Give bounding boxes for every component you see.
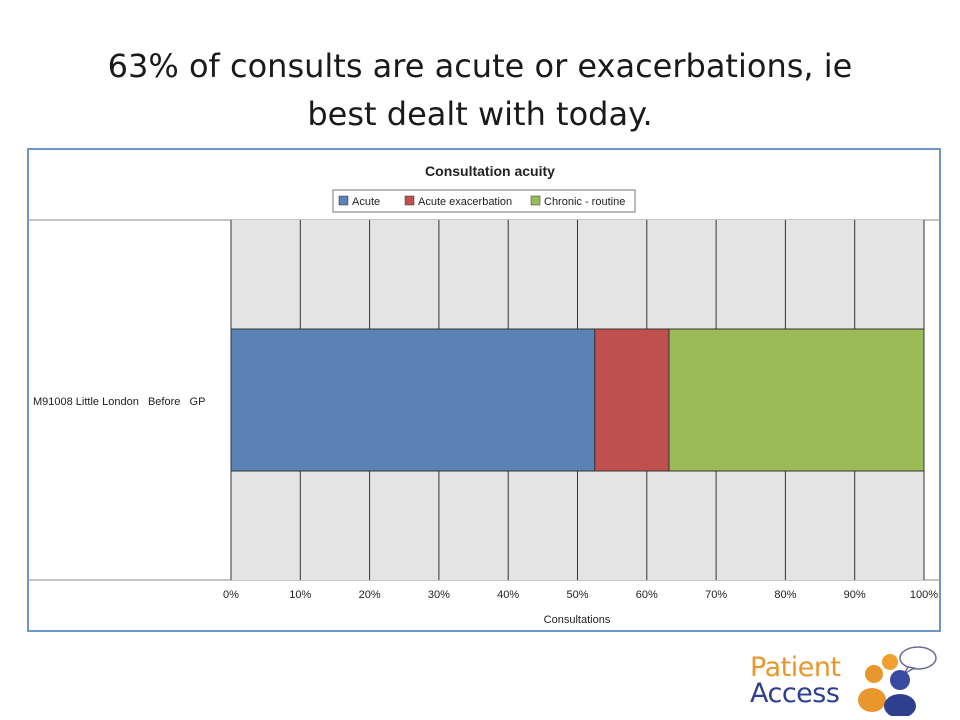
plot-area — [230, 220, 925, 580]
x-axis-label: Consultations — [544, 614, 611, 626]
legend-swatch — [338, 195, 349, 206]
x-tick-label: 70% — [705, 589, 727, 601]
logo-text-line-1: Patient — [750, 652, 841, 683]
category-label: M91008 Little London Before GP — [33, 396, 205, 408]
x-axis-ticks: 0% 10% 20% 30% 40% 50% 60% 70% 80% 90% 100% — [223, 589, 938, 601]
x-tick-label: 30% — [428, 589, 450, 601]
legend-label: Acute — [352, 196, 380, 208]
legend-box — [332, 189, 636, 213]
logo-text-line-2: Access — [750, 678, 840, 709]
x-tick-label: 40% — [497, 589, 519, 601]
chart-title: Consultation acuity — [425, 163, 555, 179]
x-tick-label: 10% — [289, 589, 311, 601]
chart-legend: Acute Acute exacerbation Chronic - routine — [332, 189, 636, 213]
legend-label: Acute exacerbation — [418, 196, 512, 208]
legend-label: Chronic - routine — [544, 196, 625, 208]
people-chat-icon — [858, 646, 937, 716]
bar-segment-acute — [230, 328, 596, 472]
x-tick-label: 20% — [359, 589, 381, 601]
legend-swatch — [530, 195, 541, 206]
bar-segment-acute-exacerbation — [594, 328, 670, 472]
slide-title-line-2: best dealt with today. — [307, 95, 653, 133]
slide-title-line-1: 63% of consults are acute or exacerbatio… — [107, 47, 853, 85]
x-tick-label: 100% — [910, 589, 938, 601]
stacked-bar-chart: Consultation acuity Acute Acute exacerbat… — [29, 163, 939, 626]
x-tick-label: 90% — [844, 589, 866, 601]
x-tick-label: 60% — [636, 589, 658, 601]
x-tick-label: 0% — [223, 589, 239, 601]
patient-access-logo: Patient Access — [750, 644, 950, 716]
slide-title: 63% of consults are acute or exacerbatio… — [40, 42, 920, 138]
x-tick-label: 80% — [774, 589, 796, 601]
bar-segment-chronic-routine — [668, 328, 925, 472]
x-tick-label: 50% — [566, 589, 588, 601]
legend-swatch — [404, 195, 415, 206]
